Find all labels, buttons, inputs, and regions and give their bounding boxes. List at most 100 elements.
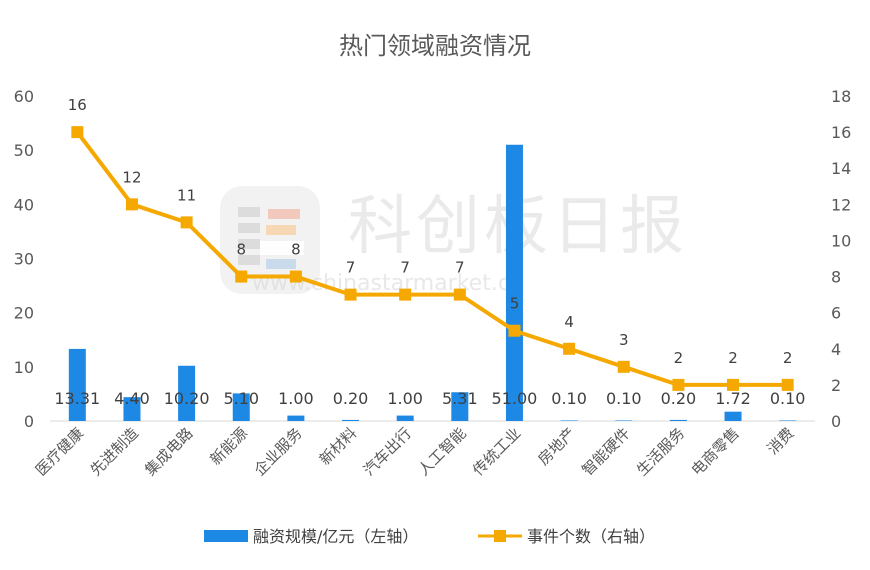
bar — [396, 415, 414, 421]
line-value-label: 8 — [236, 241, 246, 259]
line-value-label: 5 — [510, 295, 520, 313]
line-value-label: 7 — [346, 259, 356, 277]
category-label: 医疗健康 — [32, 424, 87, 479]
bar-value-label: 51.00 — [492, 389, 538, 408]
bar-value-label: 0.20 — [333, 389, 369, 408]
line-value-label: 12 — [122, 168, 141, 186]
right-tick-label: 10 — [831, 231, 851, 250]
line-marker — [508, 324, 521, 337]
bar — [287, 415, 305, 421]
line-marker — [399, 288, 412, 301]
left-tick-label: 60 — [14, 87, 34, 106]
bar — [451, 392, 469, 421]
bar-value-label: 10.20 — [164, 389, 210, 408]
line-data-labels: 16 12 11 8 8 7 7 7 5 4 3 2 2 2 — [68, 96, 793, 367]
right-tick-label: 8 — [831, 268, 841, 287]
bar-value-label: 5.31 — [442, 389, 478, 408]
right-tick-label: 4 — [831, 340, 841, 359]
bar — [560, 420, 578, 421]
line-marker — [235, 270, 248, 283]
legend: 融资规模/亿元（左轴） 事件个数（右轴） — [204, 527, 655, 546]
bar-value-label: 4.40 — [114, 389, 150, 408]
bar-value-label: 0.10 — [551, 389, 587, 408]
line-marker — [563, 342, 576, 355]
left-tick-label: 10 — [14, 358, 34, 377]
right-tick-label: 12 — [831, 195, 851, 214]
line-marker — [125, 198, 138, 211]
line-value-label: 7 — [455, 259, 465, 277]
category-label: 消费 — [764, 424, 798, 458]
line-marker — [453, 288, 466, 301]
line-value-label: 2 — [728, 349, 738, 367]
line-value-label: 16 — [68, 96, 87, 114]
bar — [724, 411, 742, 421]
line-marker — [289, 270, 302, 283]
line-value-label: 3 — [619, 331, 629, 349]
left-axis: 0 10 20 30 40 50 60 — [14, 87, 34, 431]
bar-series — [68, 144, 797, 421]
right-tick-label: 16 — [831, 123, 851, 142]
bar-value-label: 13.31 — [54, 389, 100, 408]
bar — [505, 144, 523, 421]
line-path — [75, 130, 788, 387]
category-label: 新能源 — [207, 424, 252, 469]
left-tick-label: 20 — [14, 304, 34, 323]
category-label: 生活服务 — [633, 424, 688, 479]
line-value-label: 4 — [564, 313, 574, 331]
left-tick-label: 50 — [14, 141, 34, 160]
legend-line-marker — [494, 530, 506, 542]
right-tick-label: 6 — [831, 304, 841, 323]
category-label: 智能硬件 — [578, 424, 633, 479]
line-marker — [71, 126, 84, 139]
line-series — [71, 126, 794, 391]
bar-value-label: 1.00 — [278, 389, 314, 408]
right-tick-label: 2 — [831, 376, 841, 395]
bar — [232, 393, 250, 421]
line-value-label: 7 — [400, 259, 410, 277]
right-tick-label: 14 — [831, 159, 851, 178]
bar-value-label: 0.10 — [606, 389, 642, 408]
legend-bar-swatch — [204, 530, 248, 542]
legend-bar-label: 融资规模/亿元（左轴） — [253, 527, 418, 546]
bar-value-label: 0.20 — [661, 389, 697, 408]
line-value-label: 8 — [291, 241, 301, 259]
bar-data-labels: 13.31 4.40 10.20 5.10 1.00 0.20 1.00 5.31 51.00 0… — [54, 389, 805, 408]
left-tick-label: 30 — [14, 250, 34, 269]
bar — [779, 420, 797, 421]
chart-title: 热门领域融资情况 — [339, 32, 531, 60]
category-label: 先进制造 — [87, 424, 142, 479]
bar-value-label: 0.10 — [770, 389, 806, 408]
category-label: 集成电路 — [141, 424, 196, 479]
right-axis: 0 2 4 6 8 10 12 14 16 18 — [831, 87, 851, 431]
line-marker — [672, 378, 685, 391]
left-tick-label: 40 — [14, 195, 34, 214]
bar — [178, 365, 196, 421]
watermark-logo-icon — [220, 186, 320, 294]
category-label: 企业服务 — [251, 424, 306, 479]
category-label: 人工智能 — [414, 424, 469, 479]
category-label: 房地产 — [534, 424, 579, 469]
bar-value-label: 5.10 — [223, 389, 259, 408]
watermark: 科创板日报 www.chinastarmarket.cn — [220, 186, 684, 296]
bar — [342, 419, 360, 421]
left-tick-label: 0 — [24, 412, 34, 431]
line-value-label: 2 — [783, 349, 793, 367]
bar — [615, 420, 633, 421]
legend-line-label: 事件个数（右轴） — [527, 527, 655, 546]
right-tick-label: 18 — [831, 87, 851, 106]
line-marker — [617, 360, 630, 373]
bar-value-label: 1.72 — [715, 389, 751, 408]
line-value-label: 2 — [674, 349, 684, 367]
bar — [669, 419, 687, 421]
line-marker — [344, 288, 357, 301]
line-marker — [180, 216, 193, 229]
line-value-label: 11 — [177, 186, 196, 204]
category-labels: 医疗健康 先进制造 集成电路 新能源 企业服务 新材料 汽车出行 人工智能 传统工业 房地产 智能硬… — [32, 424, 798, 479]
bar — [68, 348, 86, 421]
right-tick-label: 0 — [831, 412, 841, 431]
line-marker — [727, 378, 740, 391]
bar-value-label: 1.00 — [387, 389, 423, 408]
category-label: 新材料 — [316, 424, 361, 469]
